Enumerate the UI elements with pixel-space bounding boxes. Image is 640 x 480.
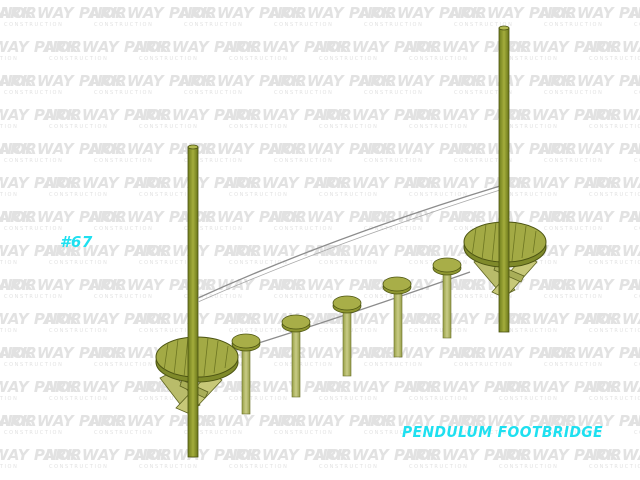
stepping-stumps bbox=[231, 257, 462, 415]
stump-3 bbox=[332, 295, 362, 377]
stump-2 bbox=[281, 314, 311, 398]
stump-4 bbox=[382, 276, 412, 358]
product-title: PENDULUM FOOTBRIDGE bbox=[402, 423, 604, 441]
left-tower bbox=[155, 144, 239, 458]
model-number: #67 bbox=[60, 233, 93, 251]
left-post bbox=[187, 146, 199, 458]
stump-5 bbox=[432, 257, 462, 339]
right-tower bbox=[463, 25, 547, 333]
stump-1 bbox=[231, 333, 261, 415]
right-post bbox=[498, 27, 510, 333]
